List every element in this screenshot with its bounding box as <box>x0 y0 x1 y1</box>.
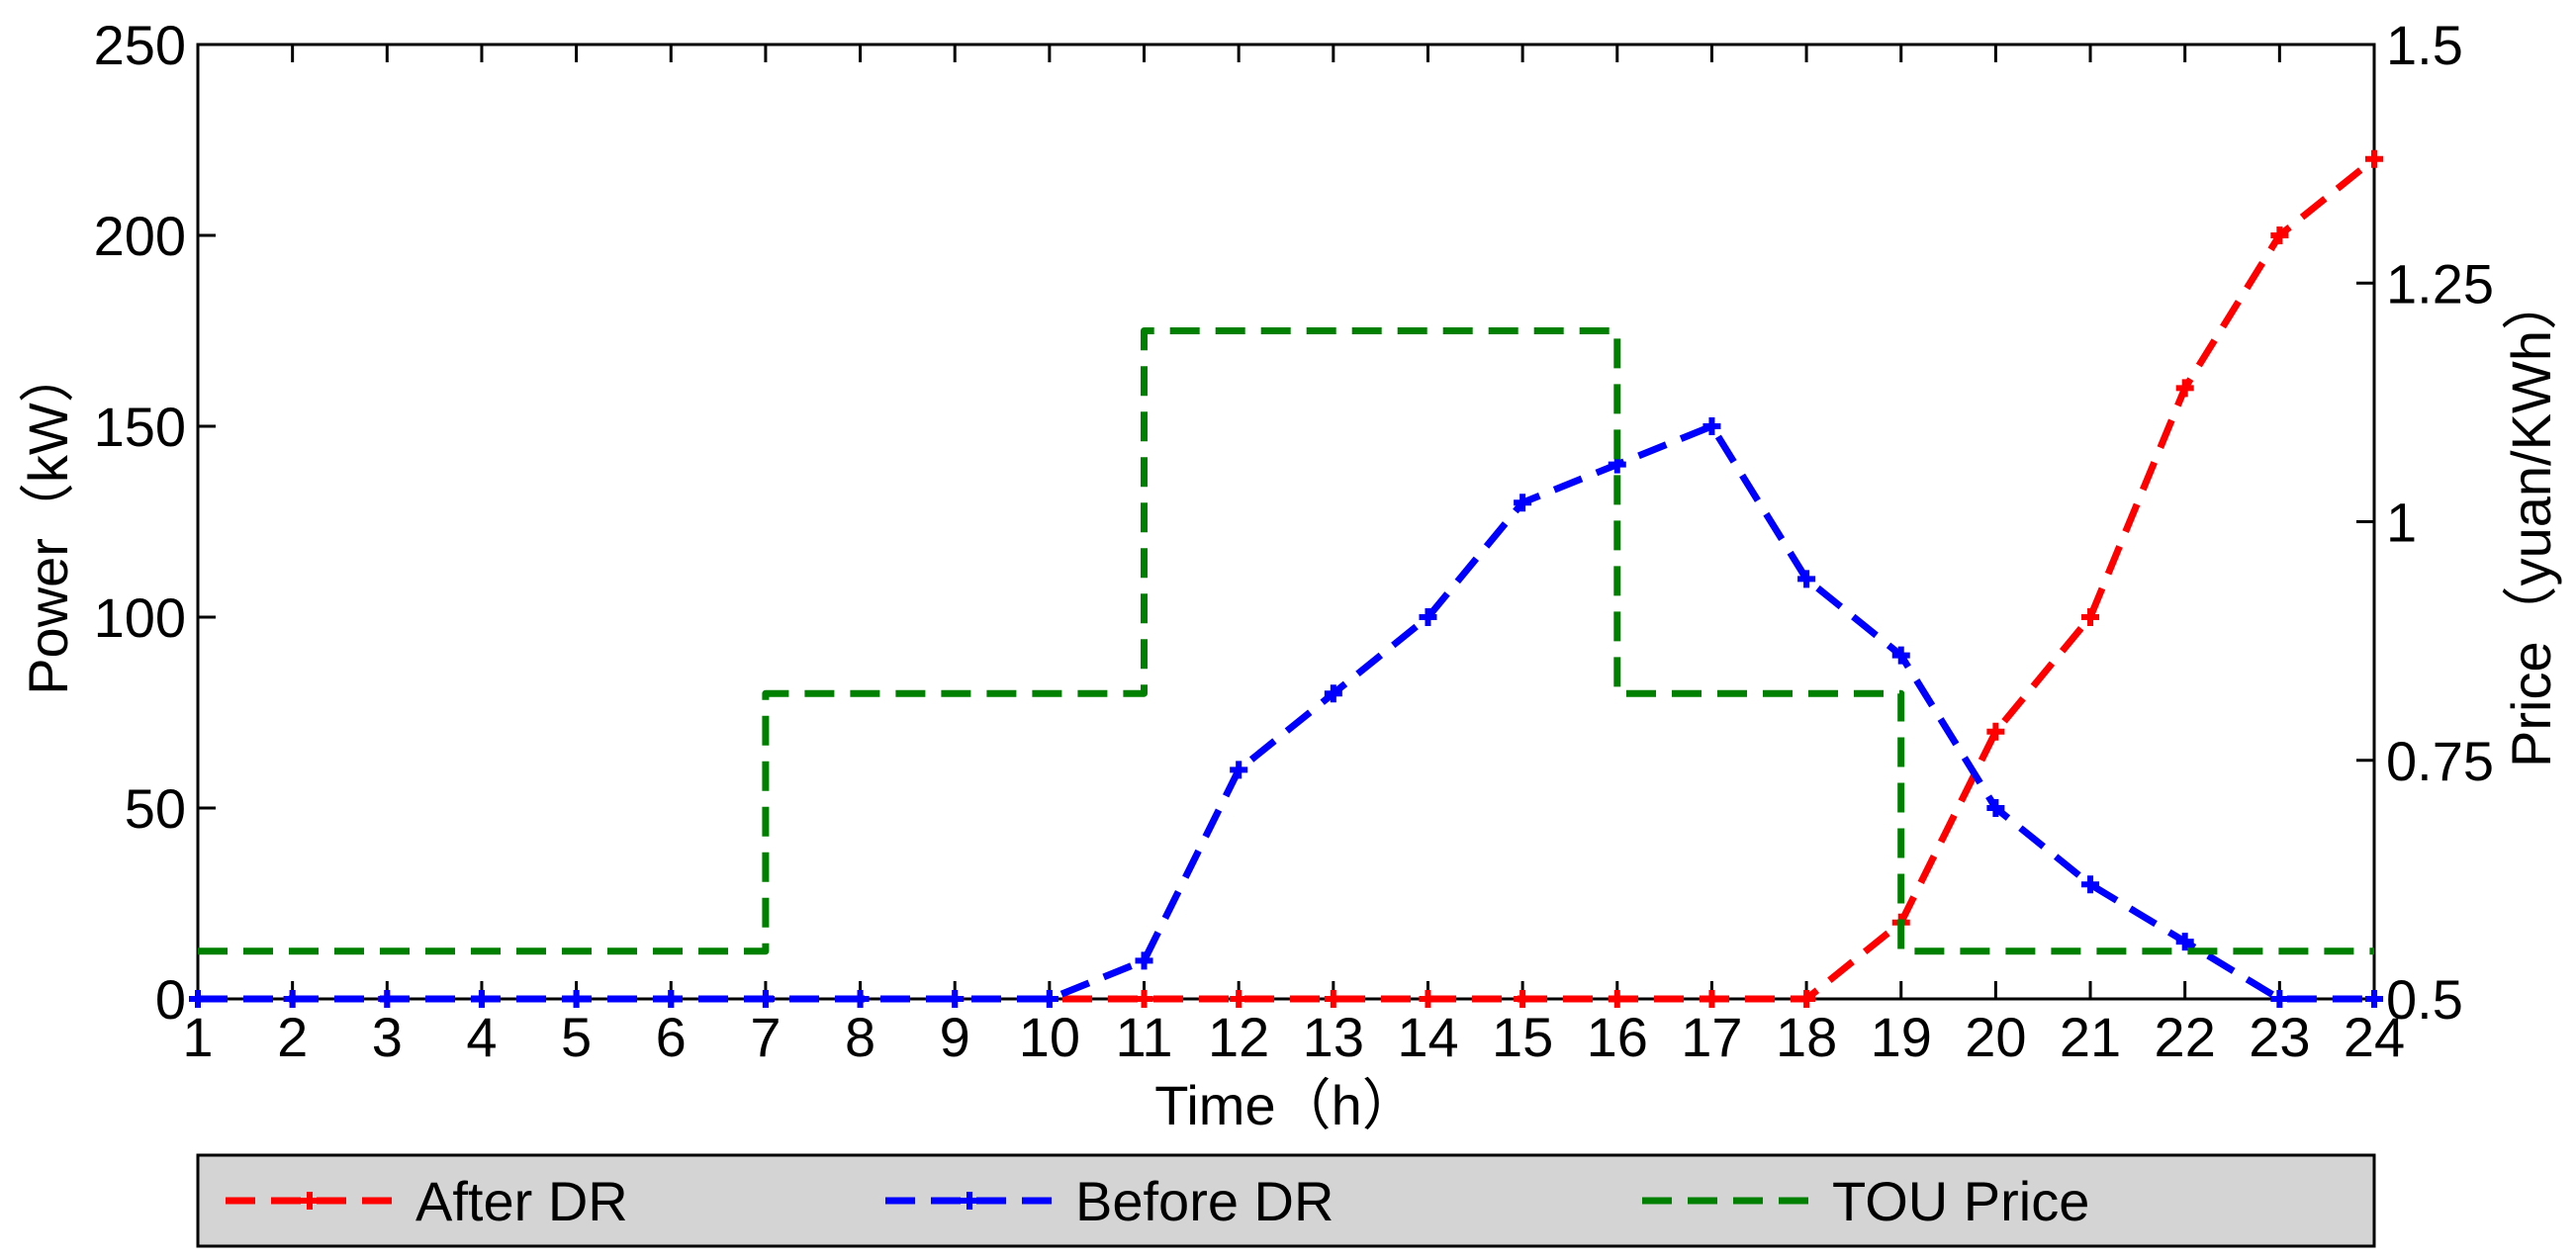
data-point-before-dr <box>472 990 491 1008</box>
y-axis-left-title: Power（kW） <box>17 347 79 695</box>
y-right-tick-label: 0.5 <box>2386 968 2463 1031</box>
y-right-tick-label: 1.5 <box>2386 14 2463 76</box>
data-point-after-dr <box>2175 379 2194 398</box>
data-point-after-dr <box>1324 990 1342 1008</box>
data-point-before-dr <box>2081 875 2100 894</box>
x-tick-label: 12 <box>1208 1006 1269 1068</box>
x-tick-label: 14 <box>1397 1006 1458 1068</box>
data-point-before-dr <box>1040 990 1058 1008</box>
series-line-tou-price <box>198 327 2374 955</box>
x-tick-label: 15 <box>1492 1006 1553 1068</box>
data-point-before-dr <box>567 990 586 1008</box>
data-point-before-dr <box>1324 684 1342 703</box>
data-point-before-dr <box>1891 646 1910 665</box>
data-point-after-dr <box>1702 990 1721 1008</box>
series-before-dr <box>189 417 2383 1008</box>
data-point-after-dr <box>1419 990 1437 1008</box>
legend-label: After DR <box>415 1170 628 1232</box>
x-tick-label: 6 <box>656 1006 687 1068</box>
y-left-tick-label: 250 <box>94 14 186 76</box>
x-tick-label: 7 <box>750 1006 781 1068</box>
y-right-tick-label: 0.75 <box>2386 730 2494 792</box>
legend-item-after-dr: After DR <box>226 1170 628 1232</box>
y-axis-right-title: Price（yuan/KWh） <box>2500 275 2562 767</box>
x-tick-label: 22 <box>2155 1006 2216 1068</box>
y-left-tick-label: 50 <box>125 777 186 840</box>
data-point-before-dr <box>2175 933 2194 951</box>
axis-ticks: 1 2 3 4 5 6 7 8 9 10 11 12 13 14 15 16 17 18 19 20 21 22 23 240… <box>94 14 2494 1068</box>
data-point-before-dr <box>1419 608 1437 626</box>
data-point-before-dr <box>2270 990 2289 1008</box>
data-point-before-dr <box>1797 570 1816 588</box>
series-layer <box>189 149 2383 1008</box>
x-tick-label: 5 <box>561 1006 592 1068</box>
x-tick-label: 18 <box>1776 1006 1837 1068</box>
y-left-tick-label: 100 <box>94 586 186 649</box>
x-axis-title: Time（h） <box>1154 1074 1418 1136</box>
x-tick-label: 3 <box>372 1006 403 1068</box>
x-tick-label: 16 <box>1587 1006 1648 1068</box>
x-tick-label: 11 <box>1115 1006 1172 1068</box>
data-point-after-dr <box>2270 226 2289 244</box>
data-point-before-dr <box>2365 990 2383 1008</box>
x-tick-label: 17 <box>1681 1006 1742 1068</box>
x-tick-label: 9 <box>940 1006 970 1068</box>
data-point-before-dr <box>1135 951 1153 970</box>
x-tick-label: 1 <box>182 1006 213 1068</box>
legend-item-tou-price: TOU Price <box>1642 1170 2089 1232</box>
data-point-before-dr <box>189 990 207 1008</box>
x-tick-label: 24 <box>2344 1006 2405 1068</box>
data-point-before-dr <box>378 990 397 1008</box>
legend-label: Before DR <box>1075 1170 1334 1232</box>
x-tick-label: 8 <box>845 1006 875 1068</box>
data-point-before-dr <box>851 990 870 1008</box>
plot-area <box>196 43 2376 1001</box>
data-point-after-dr <box>1608 990 1626 1008</box>
data-point-before-dr <box>1514 494 1532 512</box>
y-left-tick-label: 200 <box>94 205 186 267</box>
legend: After DR Before DR TOU Price <box>196 1153 2376 1248</box>
data-point-before-dr <box>1986 799 2005 817</box>
legend-item-before-dr: Before DR <box>885 1170 1334 1232</box>
data-point-before-dr <box>1702 417 1721 435</box>
x-tick-label: 23 <box>2249 1006 2310 1068</box>
data-point-before-dr <box>756 990 775 1008</box>
y-left-tick-label: 0 <box>155 968 186 1031</box>
data-point-after-dr <box>1797 990 1816 1008</box>
data-point-after-dr <box>2365 149 2383 168</box>
data-point-after-dr <box>1230 990 1248 1008</box>
y-right-tick-label: 1.25 <box>2386 252 2494 315</box>
data-point-before-dr <box>283 990 302 1008</box>
data-point-after-dr <box>1986 722 2005 741</box>
data-point-before-dr <box>1230 761 1248 779</box>
data-point-before-dr <box>946 990 965 1008</box>
legend-items: After DR Before DR TOU Price <box>226 1170 2089 1232</box>
legend-marker <box>961 1192 978 1210</box>
y-left-tick-label: 150 <box>94 396 186 458</box>
data-point-after-dr <box>1514 990 1532 1008</box>
legend-marker <box>301 1192 319 1210</box>
data-point-after-dr <box>2081 608 2100 626</box>
data-point-after-dr <box>1135 990 1153 1008</box>
x-tick-label: 4 <box>466 1006 497 1068</box>
x-tick-label: 13 <box>1303 1006 1364 1068</box>
series-line-after-dr <box>198 156 2377 1003</box>
x-tick-label: 20 <box>1965 1006 2026 1068</box>
legend-label: TOU Price <box>1832 1170 2089 1232</box>
y-right-tick-label: 1 <box>2386 492 2417 554</box>
x-tick-label: 19 <box>1871 1006 1932 1068</box>
x-tick-label: 2 <box>277 1006 308 1068</box>
legend-box <box>196 1153 2376 1248</box>
data-point-before-dr <box>662 990 681 1008</box>
series-tou-price <box>198 327 2374 955</box>
x-tick-label: 21 <box>2060 1006 2121 1068</box>
x-tick-label: 10 <box>1019 1006 1080 1068</box>
